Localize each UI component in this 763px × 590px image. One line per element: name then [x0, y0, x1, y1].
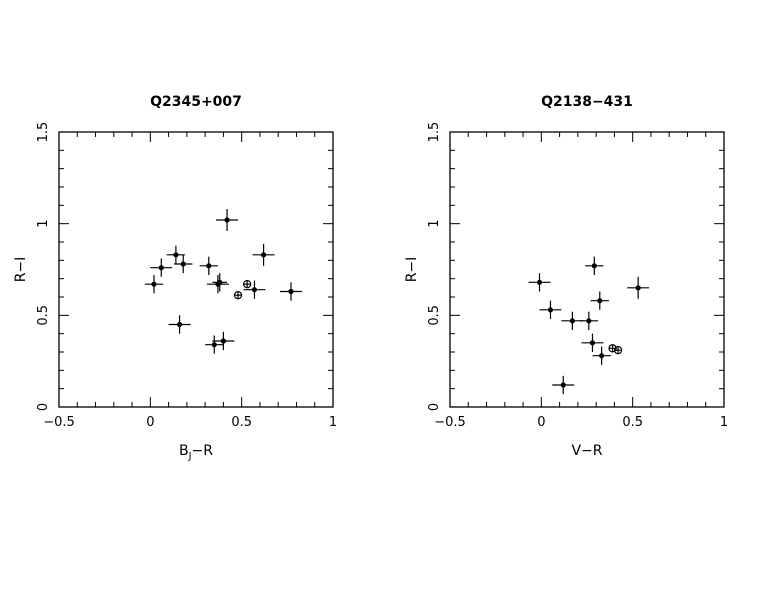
open-data-point — [233, 290, 243, 300]
data-point — [212, 331, 235, 351]
plot-frame — [58, 131, 334, 408]
point-marker — [180, 261, 186, 267]
y-tick-label: 0 — [427, 403, 442, 411]
point-marker — [251, 287, 258, 293]
data-point — [627, 276, 650, 299]
point-marker — [220, 338, 226, 344]
point-marker — [591, 263, 597, 269]
y-tick-label: 1.5 — [36, 122, 51, 143]
data-point — [174, 254, 193, 274]
data-point — [168, 315, 191, 334]
chart-title: Q2138−431 — [541, 94, 633, 110]
x-tick-label: −0.5 — [434, 415, 466, 430]
point-marker — [586, 318, 592, 324]
x-tick-label: 0 — [146, 415, 154, 430]
point-marker — [173, 252, 179, 258]
plot-frame — [449, 131, 725, 408]
point-marker — [560, 382, 566, 388]
data-point — [205, 335, 224, 354]
data-point — [280, 282, 302, 301]
data-point — [590, 291, 609, 310]
y-axis-label: R−I — [13, 257, 29, 283]
data-point — [252, 243, 275, 266]
data-point — [579, 311, 598, 330]
point-marker — [635, 285, 641, 291]
point-marker — [569, 318, 575, 324]
data-point — [212, 273, 228, 292]
x-tick-label: 0.5 — [231, 415, 252, 430]
data-point — [552, 375, 575, 395]
point-marker — [206, 263, 212, 269]
x-tick-label: 1 — [329, 415, 337, 430]
open-data-point — [613, 345, 623, 355]
chart-title: Q2345+007 — [150, 94, 242, 110]
point-marker-open — [608, 344, 617, 353]
point-marker-open — [233, 290, 243, 300]
y-tick-label: 0.5 — [36, 305, 51, 326]
y-tick-label: 1.5 — [427, 122, 442, 143]
data-point — [150, 258, 173, 277]
y-tick-label: 0.5 — [427, 305, 442, 326]
data-point — [243, 280, 266, 299]
point-marker — [176, 321, 183, 328]
point-marker — [597, 298, 603, 304]
data-point — [592, 346, 611, 365]
point-marker — [211, 342, 217, 348]
y-tick-label: 1 — [427, 220, 442, 228]
chart-panel-1: Q2345+007 −0.5 0 0.5 1 0 0.5 1 1.5 BJ−R R−I — [13, 94, 337, 462]
point-marker — [217, 279, 223, 285]
chart-panel-2: Q2138−431 −0.5 0 0.5 1 0 0.5 1 1.5 V−R R−I — [404, 94, 728, 459]
open-data-point — [242, 279, 252, 289]
data-point — [166, 245, 186, 264]
point-marker-open — [242, 279, 252, 289]
point-marker — [547, 307, 554, 313]
data-point — [585, 256, 604, 275]
data-point — [581, 333, 604, 352]
data-point — [144, 275, 164, 294]
point-marker-open — [613, 345, 623, 355]
point-marker — [260, 252, 267, 258]
data-point — [199, 256, 218, 275]
point-marker — [589, 340, 596, 346]
x-axis-label: V−R — [571, 443, 602, 459]
point-marker — [288, 288, 294, 295]
x-tick-label: 1 — [720, 415, 728, 430]
x-tick-label: −0.5 — [43, 415, 75, 430]
point-marker — [599, 353, 605, 359]
data-point — [539, 300, 562, 319]
y-tick-label: 1 — [36, 220, 51, 228]
data-point — [528, 273, 551, 292]
y-tick-label: 0 — [36, 403, 51, 411]
y-axis-label: R−I — [404, 257, 420, 283]
point-marker — [224, 217, 230, 223]
point-marker — [158, 265, 164, 271]
x-tick-label: 0 — [537, 415, 545, 430]
data-point — [216, 209, 239, 231]
x-tick-label: 0.5 — [622, 415, 643, 430]
point-marker — [151, 281, 157, 287]
point-marker — [536, 279, 543, 285]
x-axis-label: BJ−R — [179, 443, 213, 462]
